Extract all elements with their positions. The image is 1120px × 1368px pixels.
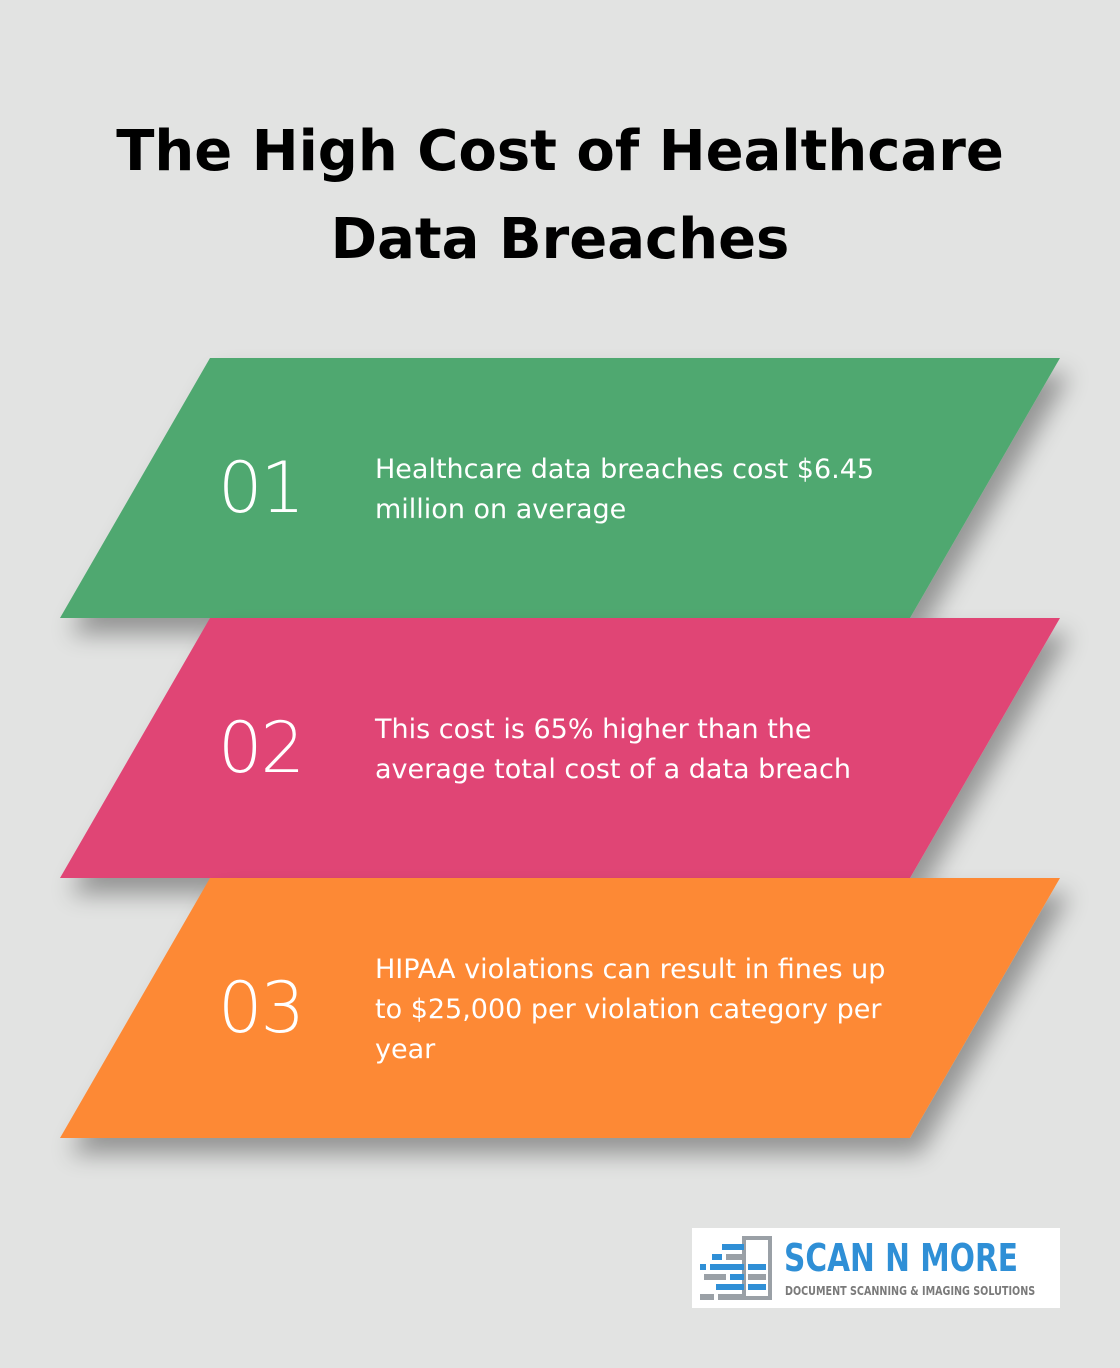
page-title: The High Cost of Healthcare Data Breache… <box>60 108 1060 284</box>
card-1-shape <box>60 358 1060 618</box>
card-1-text: Healthcare data breaches cost $6.45 mill… <box>375 454 875 525</box>
card-1-number: 01 <box>218 447 305 529</box>
card-2-shape <box>60 618 1060 878</box>
scanner-document-icon <box>700 1236 772 1300</box>
card-3-shape <box>60 878 1060 1138</box>
card-2-text: This cost is 65% higher than the average… <box>375 714 851 785</box>
page-title-line-2: Data Breaches <box>330 207 790 272</box>
card-2-number: 02 <box>218 707 305 789</box>
card-3-text: HIPAA violations can result in fines up … <box>375 954 886 1065</box>
company-logo: SCAN N MORE DOCUMENT SCANNING & IMAGING … <box>692 1228 1060 1308</box>
page-title-line-1: The High Cost of Healthcare <box>116 119 1004 184</box>
logo-tagline: DOCUMENT SCANNING & IMAGING SOLUTIONS <box>785 1284 1036 1298</box>
card-3-number: 03 <box>218 967 305 1049</box>
logo-name: SCAN N MORE <box>784 1236 1019 1280</box>
